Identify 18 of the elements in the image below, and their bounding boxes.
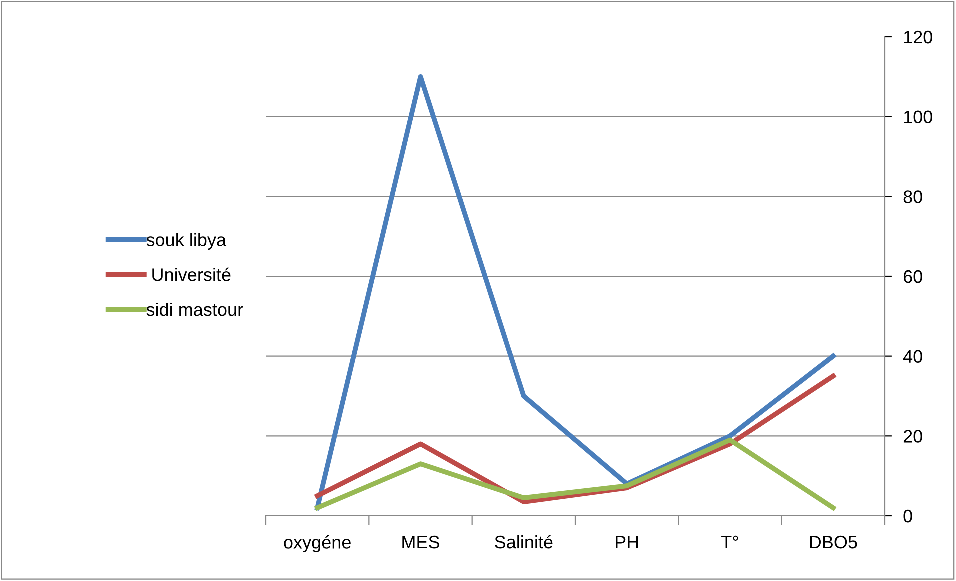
y-tick-label: 80 [904,190,922,204]
y-tick-label: 0 [904,510,912,523]
y-tick-label: 40 [903,350,922,364]
legend-label: sidi mastour [146,302,244,316]
line-series [315,438,836,510]
y-tick-label: 20 [904,430,922,443]
x-tick-label: oxygéne [284,535,351,552]
y-tick-label: 100 [904,110,932,124]
y-tick-label: 60 [904,270,922,284]
legend-label: souk libya [146,233,227,250]
x-tick-label: Salinité [495,535,553,549]
x-tick-label: PH [616,536,638,549]
line-series [315,74,836,510]
x-tick-label: MES [402,536,440,549]
y-tick-label: 120 [904,30,932,44]
x-tick-label: T° [722,536,738,549]
legend-label: Université [152,268,231,282]
x-tick-label: DBO5 [810,536,858,549]
